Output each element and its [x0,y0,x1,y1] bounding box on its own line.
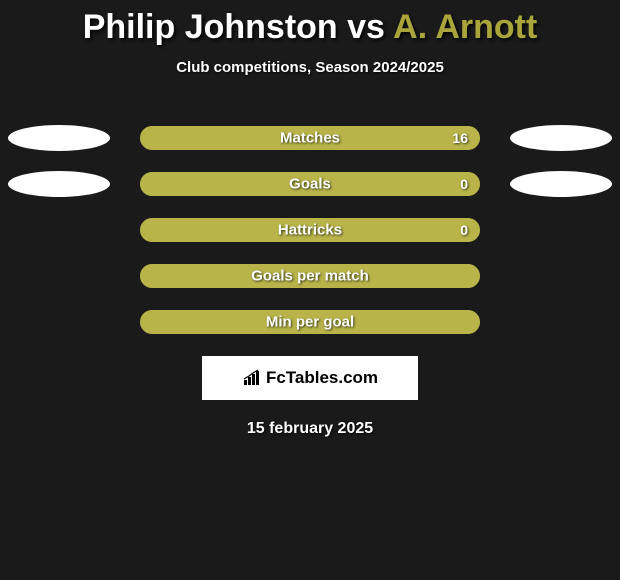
right-marker [510,125,612,151]
stat-row: Matches16 [0,126,620,150]
right-marker [510,171,612,197]
stat-value: 16 [452,130,468,146]
stats-container: Matches16Goals0Hattricks0Goals per match… [0,126,620,334]
chart-icon [242,369,262,387]
stat-label: Hattricks [140,222,480,239]
stat-row: Goals per match [0,264,620,288]
stat-bar: Hattricks0 [140,218,480,242]
stat-row: Min per goal [0,310,620,334]
stat-bar: Goals per match [140,264,480,288]
left-marker [8,171,110,197]
stat-label: Goals per match [140,268,480,285]
subtitle: Club competitions, Season 2024/2025 [0,59,620,76]
stat-bar: Matches16 [140,126,480,150]
stat-value: 0 [460,222,468,238]
left-marker [8,125,110,151]
player2-name: A. Arnott [393,8,537,46]
stat-label: Matches [140,130,480,147]
stat-value: 0 [460,176,468,192]
stat-row: Hattricks0 [0,218,620,242]
stat-label: Goals [140,176,480,193]
vs-separator: vs [338,8,393,46]
player1-name: Philip Johnston [83,8,338,46]
stat-label: Min per goal [140,314,480,331]
snapshot-date: 15 february 2025 [0,420,620,438]
comparison-title: Philip Johnston vs A. Arnott [0,0,620,47]
stat-bar: Goals0 [140,172,480,196]
site-logo: FcTables.com [202,356,418,400]
stat-bar: Min per goal [140,310,480,334]
logo-text: FcTables.com [266,368,378,388]
stat-row: Goals0 [0,172,620,196]
